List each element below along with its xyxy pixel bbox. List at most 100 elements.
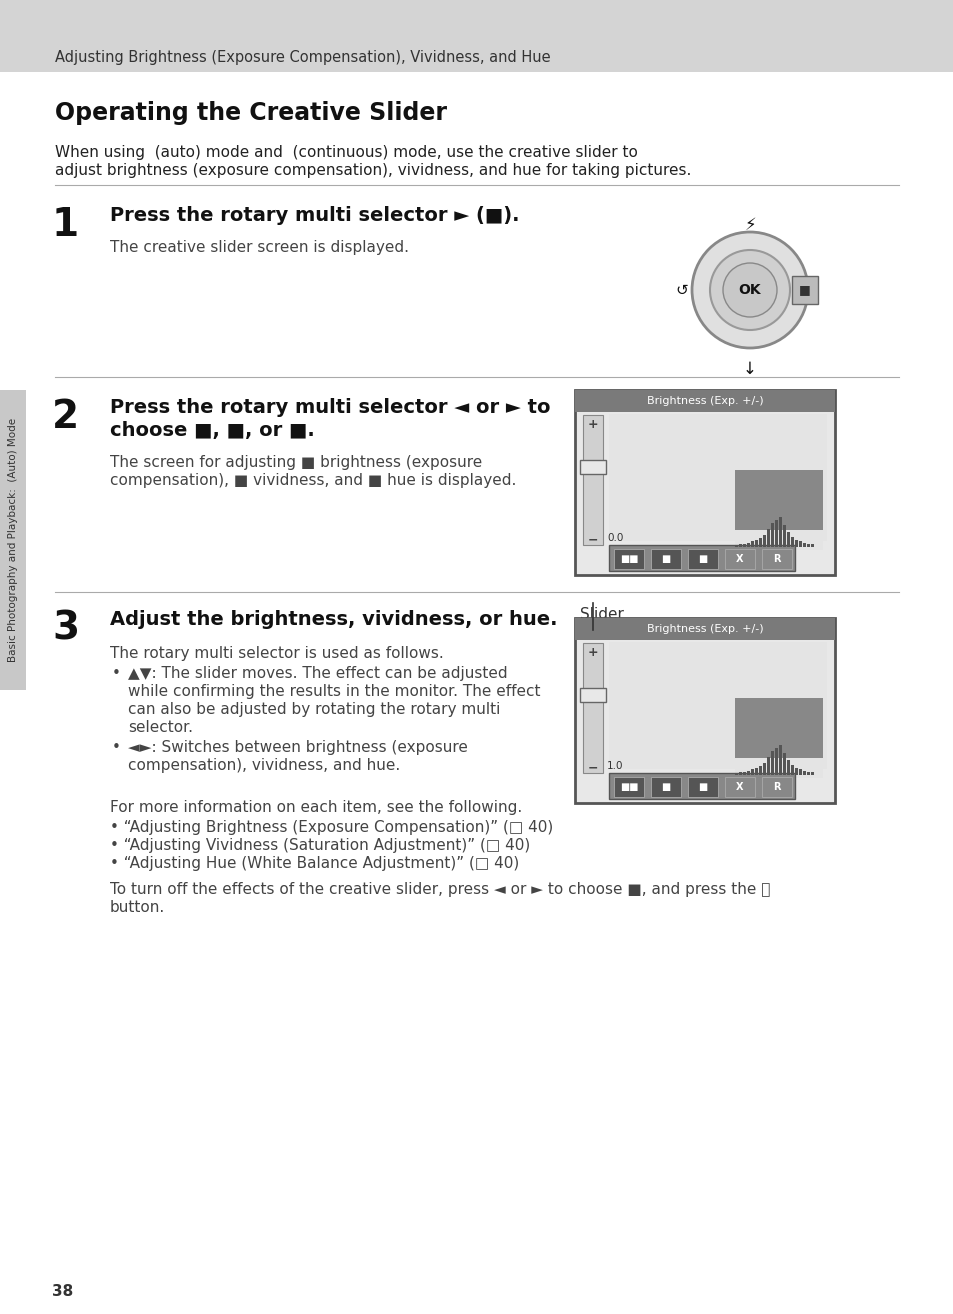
- Text: R: R: [773, 555, 780, 564]
- Bar: [774, 520, 778, 547]
- Bar: [575, 618, 834, 803]
- Circle shape: [691, 233, 807, 348]
- Bar: [742, 773, 745, 775]
- Text: 1: 1: [52, 206, 79, 244]
- Text: selector.: selector.: [128, 720, 193, 735]
- Text: Basic Photography and Playback:  (Auto) Mode: Basic Photography and Playback: (Auto) M…: [8, 418, 18, 662]
- Bar: [761, 777, 791, 798]
- Bar: [794, 540, 797, 547]
- Text: Slider: Slider: [579, 607, 623, 622]
- Bar: [770, 523, 773, 547]
- Bar: [799, 769, 801, 775]
- Bar: [575, 618, 834, 640]
- Text: 0.0: 0.0: [606, 533, 622, 543]
- Bar: [608, 643, 826, 769]
- Bar: [766, 530, 769, 547]
- Bar: [806, 544, 809, 547]
- Bar: [614, 549, 643, 569]
- Text: adjust brightness (exposure compensation), vividness, and hue for taking picture: adjust brightness (exposure compensation…: [55, 163, 691, 177]
- Text: 2: 2: [52, 398, 79, 436]
- Text: ■: ■: [660, 782, 670, 792]
- Text: +: +: [587, 646, 598, 660]
- Bar: [754, 540, 758, 547]
- Text: −: −: [587, 761, 598, 774]
- Bar: [770, 752, 773, 775]
- Bar: [0, 390, 26, 690]
- Bar: [734, 698, 822, 758]
- Text: •: •: [112, 740, 121, 756]
- Bar: [762, 763, 765, 775]
- Text: The creative slider screen is displayed.: The creative slider screen is displayed.: [110, 240, 409, 255]
- Text: • “Adjusting Hue (White Balance Adjustment)” (□ 40): • “Adjusting Hue (White Balance Adjustme…: [110, 855, 518, 871]
- Text: •: •: [112, 666, 121, 681]
- Bar: [802, 543, 805, 547]
- Bar: [608, 773, 794, 799]
- Text: R: R: [773, 782, 780, 792]
- Bar: [614, 777, 643, 798]
- Bar: [754, 767, 758, 775]
- Text: ■: ■: [698, 555, 707, 564]
- Text: ■■: ■■: [619, 782, 638, 792]
- Text: Operating the Creative Slider: Operating the Creative Slider: [55, 101, 447, 125]
- Bar: [779, 745, 781, 775]
- Bar: [794, 767, 797, 775]
- Bar: [802, 770, 805, 775]
- Bar: [782, 753, 785, 775]
- Text: ■■: ■■: [619, 555, 638, 564]
- Bar: [734, 545, 738, 547]
- Text: Adjusting Brightness (Exposure Compensation), Vividness, and Hue: Adjusting Brightness (Exposure Compensat…: [55, 50, 550, 64]
- Bar: [786, 759, 789, 775]
- Text: Brightness (Exp. +/-): Brightness (Exp. +/-): [646, 624, 762, 633]
- Text: • “Adjusting Brightness (Exposure Compensation)” (□ 40): • “Adjusting Brightness (Exposure Compen…: [110, 820, 553, 834]
- Text: +: +: [587, 418, 598, 431]
- Bar: [734, 470, 822, 530]
- Bar: [739, 773, 741, 775]
- Circle shape: [722, 263, 776, 317]
- Bar: [608, 545, 794, 572]
- Bar: [575, 390, 834, 413]
- Text: ↺: ↺: [675, 283, 688, 297]
- Bar: [759, 766, 761, 775]
- Bar: [799, 541, 801, 547]
- Text: ■: ■: [698, 782, 707, 792]
- Text: The rotary multi selector is used as follows.: The rotary multi selector is used as fol…: [110, 646, 443, 661]
- Bar: [774, 748, 778, 775]
- Bar: [579, 689, 605, 702]
- Text: X: X: [736, 555, 743, 564]
- Text: choose ■, ■, or ■.: choose ■, ■, or ■.: [110, 420, 314, 440]
- Text: −: −: [587, 533, 598, 547]
- Bar: [759, 537, 761, 547]
- Bar: [750, 769, 753, 775]
- Text: ■: ■: [660, 555, 670, 564]
- Text: ▲▼: The slider moves. The effect can be adjusted: ▲▼: The slider moves. The effect can be …: [128, 666, 507, 681]
- Text: ◄►: Switches between brightness (exposure: ◄►: Switches between brightness (exposur…: [128, 740, 467, 756]
- Bar: [734, 774, 738, 775]
- Bar: [575, 390, 834, 576]
- Bar: [762, 535, 765, 547]
- Text: Brightness (Exp. +/-): Brightness (Exp. +/-): [646, 396, 762, 406]
- Text: button.: button.: [110, 900, 165, 915]
- Bar: [790, 536, 793, 547]
- Bar: [779, 516, 781, 547]
- Bar: [746, 770, 749, 775]
- Bar: [608, 414, 826, 541]
- Text: Press the rotary multi selector ► (■).: Press the rotary multi selector ► (■).: [110, 206, 519, 225]
- Text: The screen for adjusting ■ brightness (exposure: The screen for adjusting ■ brightness (e…: [110, 455, 482, 470]
- Bar: [650, 777, 680, 798]
- Text: ■: ■: [799, 284, 810, 297]
- Bar: [687, 549, 718, 569]
- Bar: [724, 777, 754, 798]
- Text: To turn off the effects of the creative slider, press ◄ or ► to choose ■, and pr: To turn off the effects of the creative …: [110, 882, 770, 897]
- Bar: [766, 757, 769, 775]
- Bar: [582, 415, 602, 545]
- Bar: [579, 460, 605, 474]
- Text: Adjust the brightness, vividness, or hue.: Adjust the brightness, vividness, or hue…: [110, 610, 557, 629]
- Bar: [582, 643, 602, 773]
- Text: OK: OK: [738, 283, 760, 297]
- Bar: [742, 544, 745, 547]
- Bar: [746, 543, 749, 547]
- Text: compensation), ■ vividness, and ■ hue is displayed.: compensation), ■ vividness, and ■ hue is…: [110, 473, 516, 487]
- Bar: [810, 544, 813, 547]
- Bar: [687, 777, 718, 798]
- Text: can also be adjusted by rotating the rotary multi: can also be adjusted by rotating the rot…: [128, 702, 500, 717]
